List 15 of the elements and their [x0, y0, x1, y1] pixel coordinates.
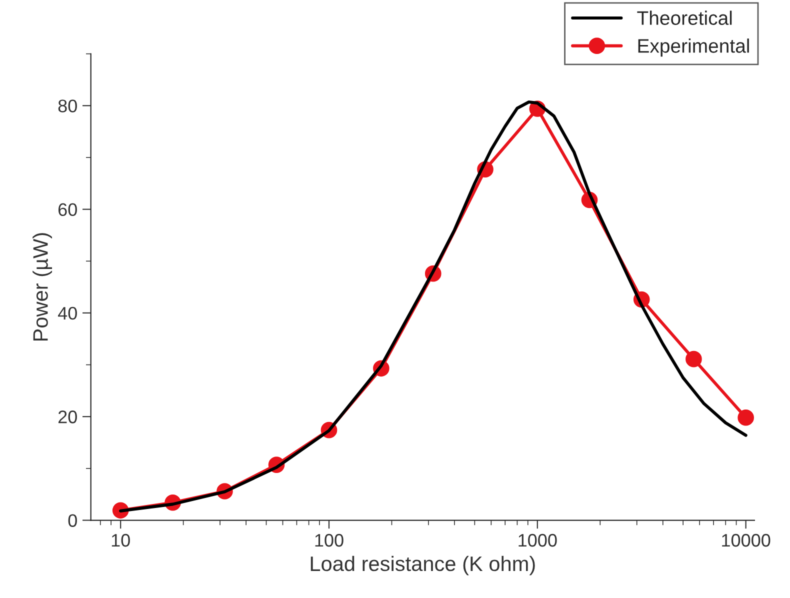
y-tick-label: 60	[58, 203, 77, 216]
y-tick-label: 80	[58, 100, 77, 112]
legend-label: Theoretical	[637, 10, 732, 25]
y-tick-label: 0	[68, 514, 77, 527]
y-tick-label: 40	[58, 306, 77, 320]
x-axis-title: Load resistance (K ohm)	[310, 556, 535, 576]
x-tick-label: 10000	[722, 534, 770, 547]
x-tick-label: 10	[112, 534, 130, 547]
y-axis-title: Power (µW)	[32, 233, 52, 341]
legend-label: Experimental	[638, 38, 749, 57]
y-tick-label: 20	[58, 410, 77, 424]
x-tick-label: 100	[315, 534, 344, 547]
point	[686, 350, 702, 368]
point	[738, 409, 754, 426]
x-tick-label: 1000	[518, 534, 557, 547]
